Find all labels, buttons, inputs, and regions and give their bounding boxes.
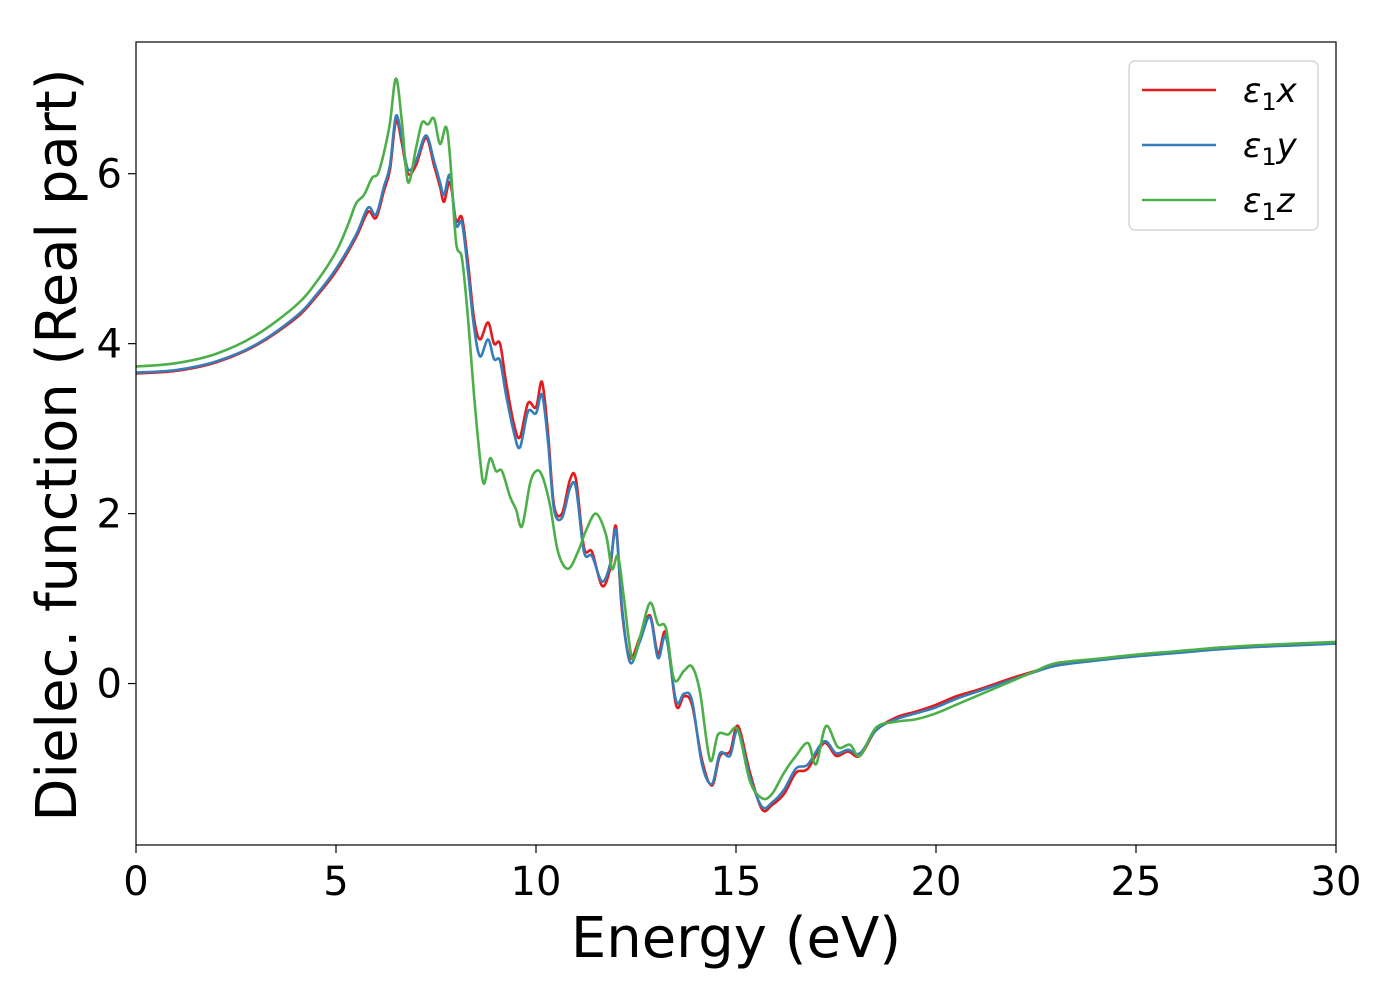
legend-symbol: ε (1243, 181, 1261, 221)
y-tick-label: 6 (97, 152, 122, 198)
x-tick-label: 25 (1111, 859, 1162, 905)
x-tick-label: 30 (1311, 859, 1362, 905)
x-tick-label: 0 (123, 859, 148, 905)
y-axis-title: Dielec. function (Real part) (25, 68, 90, 821)
legend-subscript: 1 (1261, 198, 1276, 226)
x-axis-title: Energy (eV) (571, 906, 901, 971)
x-tick-label: 20 (911, 859, 962, 905)
legend-frame (1128, 60, 1319, 231)
legend-variable: z (1276, 181, 1296, 221)
plot-area (135, 41, 1337, 846)
series-line-y (136, 114, 1336, 810)
y-tick-label: 4 (97, 322, 122, 368)
legend-variable: y (1276, 126, 1298, 166)
legend-variable: x (1276, 71, 1298, 111)
legend-symbol: ε (1243, 126, 1261, 166)
x-tick-label: 5 (323, 859, 348, 905)
legend-subscript: 1 (1261, 143, 1276, 171)
legend-label-x: ε1x (1243, 71, 1298, 116)
x-tick-label: 15 (711, 859, 762, 905)
series-line-x (136, 119, 1336, 813)
x-axis: 0 5 10 15 20 25 30 (123, 845, 1361, 905)
legend-label-z: ε1z (1243, 181, 1296, 226)
series-group (136, 77, 1336, 813)
legend-label-y: ε1y (1243, 126, 1298, 171)
series-line-z (136, 77, 1336, 801)
legend-symbol: ε (1243, 71, 1261, 111)
y-axis: 0 2 4 6 (97, 152, 136, 708)
legend-subscript: 1 (1261, 88, 1276, 116)
y-tick-label: 2 (97, 492, 122, 538)
y-tick-label: 0 (97, 662, 122, 708)
x-tick-label: 10 (511, 859, 562, 905)
